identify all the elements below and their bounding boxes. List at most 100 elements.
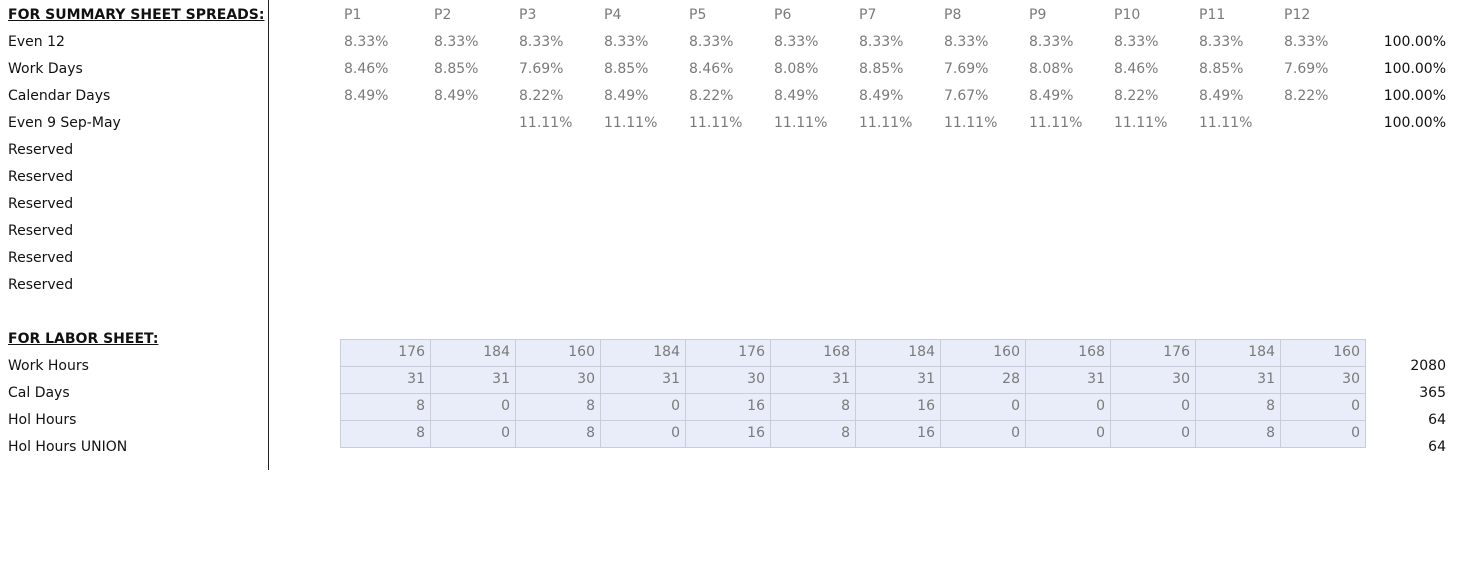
- labor-value: 0: [1181, 398, 1190, 414]
- percent-cell: 7.69%: [519, 61, 564, 77]
- labor-cell: [1195, 366, 1281, 394]
- labor-cell: [855, 420, 941, 448]
- labor-cell: [430, 339, 516, 367]
- labor-cell: [1280, 339, 1366, 367]
- labor-value: 8: [586, 398, 595, 414]
- labor-value: 8: [586, 425, 595, 441]
- row-total: 64: [1428, 439, 1446, 455]
- percent-cell: 8.46%: [689, 61, 734, 77]
- section-header: FOR SUMMARY SHEET SPREADS:: [8, 7, 265, 23]
- percent-cell: 8.22%: [689, 88, 734, 104]
- row-label: Even 9 Sep-May: [8, 115, 121, 131]
- labor-value: 0: [1351, 425, 1360, 441]
- period-header: P6: [774, 7, 792, 23]
- percent-cell: 11.11%: [689, 115, 743, 131]
- section-header: FOR LABOR SHEET:: [8, 331, 159, 347]
- labor-value: 0: [501, 398, 510, 414]
- percent-cell: 11.11%: [1114, 115, 1168, 131]
- labor-cell: [770, 393, 856, 421]
- percent-cell: 8.49%: [604, 88, 649, 104]
- labor-value: 184: [1248, 344, 1275, 360]
- period-header: P8: [944, 7, 962, 23]
- percent-cell: 8.33%: [434, 34, 479, 50]
- labor-value: 30: [577, 371, 595, 387]
- labor-value: 176: [738, 344, 765, 360]
- percent-cell: 8.33%: [1199, 34, 1244, 50]
- labor-cell: [1110, 420, 1196, 448]
- labor-value: 16: [917, 425, 935, 441]
- percent-cell: 8.49%: [859, 88, 904, 104]
- labor-value: 0: [1351, 398, 1360, 414]
- row-total: 64: [1428, 412, 1446, 428]
- labor-cell: [1195, 393, 1281, 421]
- percent-cell: 8.33%: [344, 34, 389, 50]
- percent-cell: 8.85%: [1199, 61, 1244, 77]
- labor-value: 30: [747, 371, 765, 387]
- labor-value: 0: [1011, 425, 1020, 441]
- row-total: 2080: [1410, 358, 1446, 374]
- labor-cell: [600, 393, 686, 421]
- column-divider: [268, 0, 269, 470]
- percent-cell: 8.22%: [1284, 88, 1329, 104]
- percent-cell: 8.49%: [1199, 88, 1244, 104]
- period-header: P4: [604, 7, 622, 23]
- labor-value: 30: [1342, 371, 1360, 387]
- percent-cell: 8.33%: [859, 34, 904, 50]
- labor-cell: [685, 366, 771, 394]
- percent-cell: 7.69%: [1284, 61, 1329, 77]
- labor-cell: [855, 366, 941, 394]
- labor-value: 176: [398, 344, 425, 360]
- labor-value: 184: [908, 344, 935, 360]
- period-header: P5: [689, 7, 707, 23]
- labor-value: 160: [568, 344, 595, 360]
- labor-cell: [940, 366, 1026, 394]
- percent-cell: 8.33%: [519, 34, 564, 50]
- row-total: 100.00%: [1383, 88, 1446, 104]
- percent-cell: 11.11%: [859, 115, 913, 131]
- row-label: Cal Days: [8, 385, 70, 401]
- labor-cell: [940, 420, 1026, 448]
- percent-cell: 8.85%: [859, 61, 904, 77]
- labor-value: 184: [653, 344, 680, 360]
- labor-value: 31: [1257, 371, 1275, 387]
- labor-value: 0: [1181, 425, 1190, 441]
- percent-cell: 8.46%: [344, 61, 389, 77]
- labor-value: 160: [1333, 344, 1360, 360]
- percent-cell: 8.08%: [1029, 61, 1074, 77]
- labor-value: 8: [1266, 398, 1275, 414]
- labor-cell: [685, 420, 771, 448]
- labor-value: 16: [747, 398, 765, 414]
- percent-cell: 11.11%: [1199, 115, 1253, 131]
- row-label: Reserved: [8, 169, 74, 185]
- labor-value: 168: [1078, 344, 1105, 360]
- labor-cell: [1110, 393, 1196, 421]
- labor-cell: [430, 420, 516, 448]
- labor-value: 0: [501, 425, 510, 441]
- row-label: Reserved: [8, 250, 74, 266]
- labor-value: 0: [671, 425, 680, 441]
- labor-cell: [515, 366, 601, 394]
- percent-cell: 8.85%: [434, 61, 479, 77]
- percent-cell: 11.11%: [944, 115, 998, 131]
- percent-cell: 11.11%: [1029, 115, 1083, 131]
- row-label: Reserved: [8, 223, 74, 239]
- labor-value: 31: [492, 371, 510, 387]
- percent-cell: 8.33%: [1114, 34, 1159, 50]
- labor-value: 8: [416, 398, 425, 414]
- row-label: Reserved: [8, 277, 74, 293]
- labor-value: 8: [416, 425, 425, 441]
- row-label: Work Hours: [8, 358, 89, 374]
- labor-value: 30: [1172, 371, 1190, 387]
- labor-value: 0: [671, 398, 680, 414]
- period-header: P10: [1114, 7, 1141, 23]
- labor-value: 160: [993, 344, 1020, 360]
- labor-value: 184: [483, 344, 510, 360]
- labor-cell: [940, 339, 1026, 367]
- period-header: P3: [519, 7, 537, 23]
- period-header: P12: [1284, 7, 1311, 23]
- labor-cell: [515, 420, 601, 448]
- period-header: P2: [434, 7, 452, 23]
- labor-cell: [1025, 420, 1111, 448]
- labor-value: 176: [1163, 344, 1190, 360]
